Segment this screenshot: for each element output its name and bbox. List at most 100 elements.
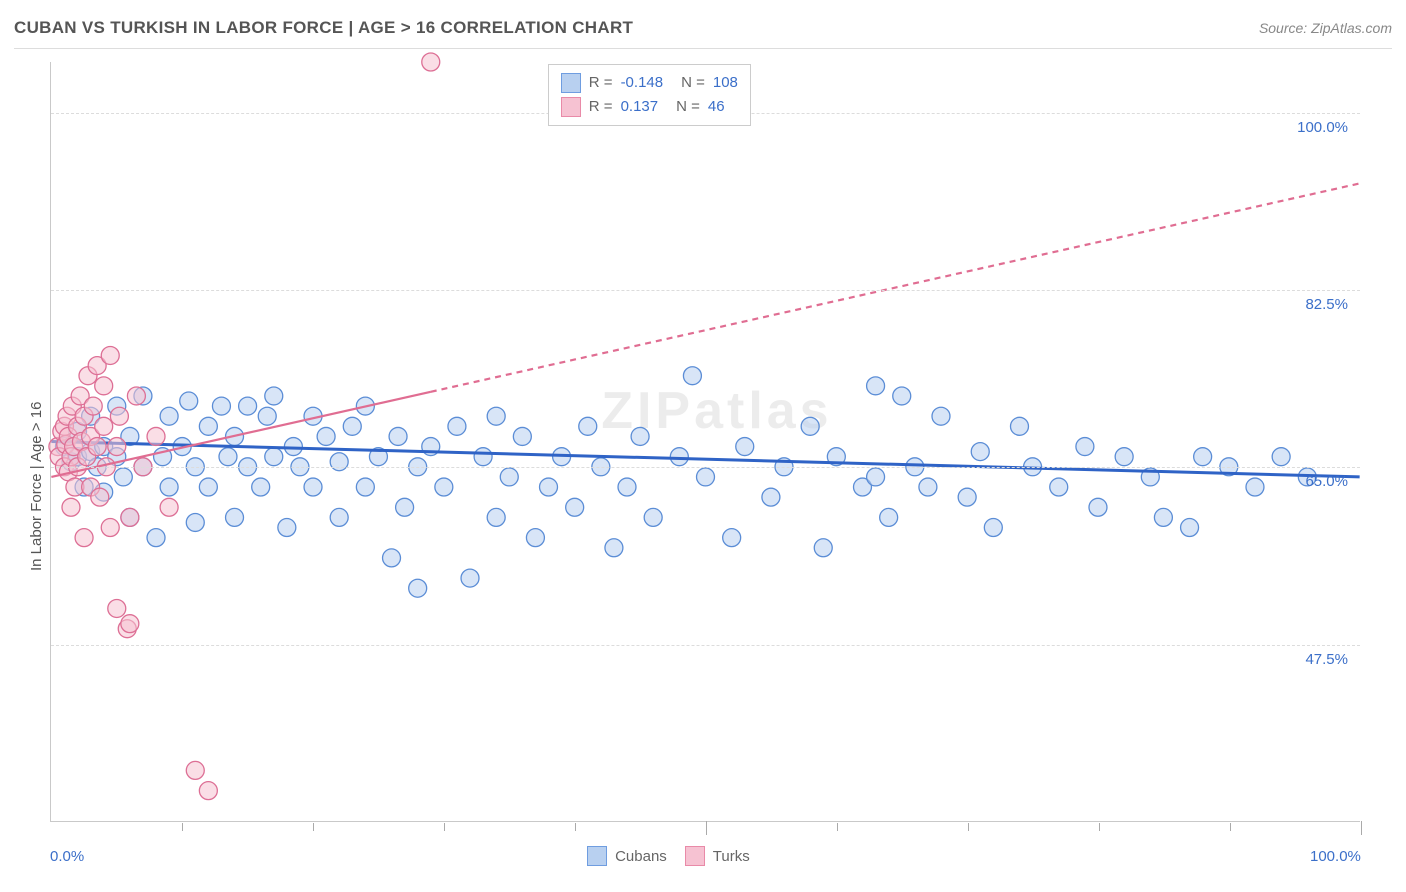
y-tick-label: 100.0% — [1297, 119, 1348, 136]
data-point — [919, 478, 937, 496]
data-point — [180, 392, 198, 410]
y-tick-label: 47.5% — [1305, 651, 1348, 668]
data-point — [540, 478, 558, 496]
chart-container: CUBAN VS TURKISH IN LABOR FORCE | AGE > … — [0, 0, 1406, 892]
legend-series-item: Cubans — [587, 846, 667, 866]
data-point — [186, 761, 204, 779]
data-point — [199, 782, 217, 800]
data-point — [1154, 508, 1172, 526]
x-tick-major — [706, 821, 707, 835]
legend-series: Cubans Turks — [587, 846, 750, 866]
data-point — [265, 448, 283, 466]
data-point — [110, 407, 128, 425]
data-point — [971, 443, 989, 461]
legend-series-label: Turks — [713, 848, 750, 865]
gridline — [51, 290, 1360, 291]
data-point — [1181, 519, 1199, 537]
data-point — [199, 417, 217, 435]
x-tick-minor — [182, 823, 183, 831]
data-point — [356, 478, 374, 496]
x-tick-minor — [837, 823, 838, 831]
data-point — [422, 53, 440, 71]
data-point — [95, 417, 113, 435]
y-tick-label: 82.5% — [1305, 296, 1348, 313]
data-point — [226, 508, 244, 526]
data-point — [435, 478, 453, 496]
data-point — [1272, 448, 1290, 466]
legend-series-item: Turks — [685, 846, 750, 866]
legend-swatch — [561, 73, 581, 93]
data-point — [513, 427, 531, 445]
data-point — [958, 488, 976, 506]
legend-correlation-row: R = 0.137N = 46 — [561, 95, 738, 119]
data-point — [487, 407, 505, 425]
data-point — [880, 508, 898, 526]
data-point — [1246, 478, 1264, 496]
data-point — [199, 478, 217, 496]
data-point — [160, 407, 178, 425]
data-point — [500, 468, 518, 486]
data-point — [526, 529, 544, 547]
data-point — [762, 488, 780, 506]
data-point — [127, 387, 145, 405]
data-point — [566, 498, 584, 516]
legend-n-value: 108 — [713, 71, 738, 95]
data-point — [487, 508, 505, 526]
chart-svg — [51, 62, 1360, 821]
data-point — [147, 529, 165, 547]
data-point — [108, 599, 126, 617]
data-point — [1076, 438, 1094, 456]
x-tick-minor — [313, 823, 314, 831]
data-point — [147, 427, 165, 445]
title-row: CUBAN VS TURKISH IN LABOR FORCE | AGE > … — [14, 18, 1392, 49]
data-point — [265, 387, 283, 405]
x-tick-label: 100.0% — [1310, 848, 1361, 865]
data-point — [62, 498, 80, 516]
data-point — [278, 519, 296, 537]
data-point — [1010, 417, 1028, 435]
data-point — [448, 417, 466, 435]
data-point — [723, 529, 741, 547]
data-point — [389, 427, 407, 445]
data-point — [75, 529, 93, 547]
gridline — [51, 467, 1360, 468]
data-point — [95, 377, 113, 395]
source-label: Source: ZipAtlas.com — [1259, 20, 1392, 36]
data-point — [114, 468, 132, 486]
legend-swatch — [561, 97, 581, 117]
data-point — [383, 549, 401, 567]
data-point — [736, 438, 754, 456]
data-point — [1089, 498, 1107, 516]
x-tick-minor — [444, 823, 445, 831]
legend-series-label: Cubans — [615, 848, 667, 865]
legend-correlation-row: R =-0.148N =108 — [561, 71, 738, 95]
data-point — [814, 539, 832, 557]
data-point — [317, 427, 335, 445]
x-tick-minor — [968, 823, 969, 831]
y-tick-label: 65.0% — [1305, 473, 1348, 490]
data-point — [461, 569, 479, 587]
data-point — [644, 508, 662, 526]
data-point — [618, 478, 636, 496]
legend-n-value: 46 — [708, 95, 725, 119]
legend-n-label: N = — [676, 95, 700, 119]
data-point — [1050, 478, 1068, 496]
x-tick-minor — [1230, 823, 1231, 831]
data-point — [697, 468, 715, 486]
data-point — [108, 438, 126, 456]
data-point — [343, 417, 361, 435]
x-tick-minor — [1099, 823, 1100, 831]
data-point — [867, 377, 885, 395]
y-axis-label: In Labor Force | Age > 16 — [28, 402, 45, 571]
data-point — [801, 417, 819, 435]
data-point — [252, 478, 270, 496]
data-point — [121, 508, 139, 526]
data-point — [101, 346, 119, 364]
data-point — [1194, 448, 1212, 466]
data-point — [219, 448, 237, 466]
data-point — [474, 448, 492, 466]
data-point — [160, 498, 178, 516]
data-point — [683, 367, 701, 385]
data-point — [186, 513, 204, 531]
legend-r-label: R = — [589, 71, 613, 95]
